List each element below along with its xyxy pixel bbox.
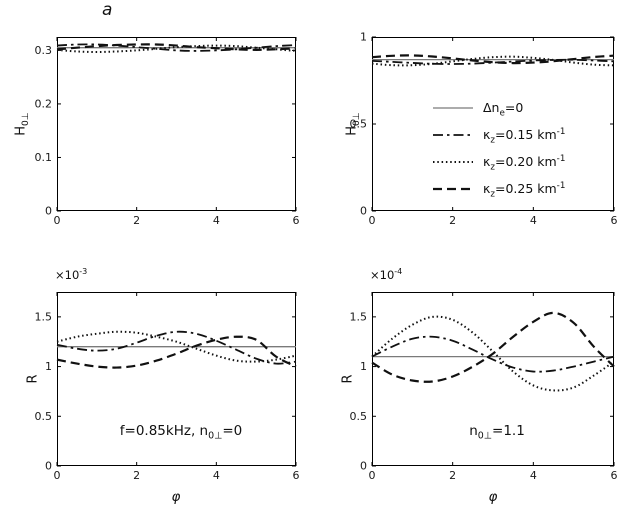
legend-line-sample-solid — [433, 106, 473, 109]
ylabel-r-left: R — [25, 374, 41, 384]
legend-entry: κz=0.20 km-1 — [432, 148, 565, 175]
svg-text:0: 0 — [45, 205, 52, 218]
svg-text:1: 1 — [360, 31, 367, 44]
annotation-f-n0: f=0.85kHz, n0⊥=0 — [119, 423, 243, 442]
subplot-r-right-canvas: 0 2 4 6 0 0.5 1 1.5 — [350, 292, 618, 482]
svg-text:0.3: 0.3 — [35, 44, 53, 57]
legend-entry-label: κz=0.20 km-1 — [483, 153, 566, 173]
subplot-h0-right-canvas: 0 2 4 6 0 0.5 1 — [350, 31, 618, 228]
offset-text-1e-3: ×10-3 — [55, 267, 88, 282]
svg-text:0.5: 0.5 — [350, 118, 368, 131]
legend-entry-label: κz=0.15 km-1 — [483, 126, 566, 146]
svg-text:6: 6 — [293, 214, 300, 227]
ylabel-r-right: R — [340, 374, 356, 384]
xlabel-phi-right: φ — [488, 489, 498, 505]
subplot-h0-left-canvas: 0 2 4 6 0 0.1 0.2 0.3 — [35, 37, 300, 227]
svg-text:0.2: 0.2 — [35, 97, 53, 110]
svg-text:4: 4 — [530, 214, 537, 227]
svg-text:4: 4 — [530, 469, 537, 482]
svg-text:2: 2 — [133, 214, 140, 227]
svg-text:6: 6 — [293, 469, 300, 482]
subplot-r-left-canvas: 0 2 4 6 0 0.5 1 1.5 — [35, 292, 300, 482]
offset-text-1e-4: ×10-4 — [370, 267, 403, 282]
svg-text:2: 2 — [133, 469, 140, 482]
svg-text:0: 0 — [360, 460, 367, 473]
svg-text:1: 1 — [45, 360, 52, 373]
legend-entry: κz=0.15 km-1 — [432, 121, 565, 148]
ylabel-h0-right: H0⊥ — [344, 112, 363, 136]
svg-text:1.5: 1.5 — [350, 310, 368, 323]
legend-line-sample-dashed — [433, 187, 473, 190]
legend-entry: κz=0.25 km-1 — [432, 175, 565, 202]
annotation-n0: n0⊥=1.1 — [469, 423, 525, 442]
svg-text:0: 0 — [54, 214, 61, 227]
svg-text:4: 4 — [213, 214, 220, 227]
figure-label: a — [102, 0, 113, 20]
legend-line-sample-dashdot — [433, 133, 473, 136]
legend-line-sample-dotted — [433, 160, 473, 163]
svg-text:4: 4 — [213, 469, 220, 482]
xlabel-phi-left: φ — [171, 489, 181, 505]
legend-entry-label: κz=0.25 km-1 — [483, 180, 566, 200]
legend-entry-label: Δne=0 — [483, 100, 524, 119]
svg-text:2: 2 — [449, 214, 456, 227]
ylabel-h0-left: H0⊥ — [13, 112, 32, 136]
svg-text:0.5: 0.5 — [350, 410, 368, 423]
svg-text:0: 0 — [45, 460, 52, 473]
svg-text:6: 6 — [611, 214, 618, 227]
svg-text:1.5: 1.5 — [35, 310, 53, 323]
svg-text:0: 0 — [369, 214, 376, 227]
svg-text:0.1: 0.1 — [35, 151, 53, 164]
svg-text:0: 0 — [369, 469, 376, 482]
svg-text:2: 2 — [449, 469, 456, 482]
svg-text:0.5: 0.5 — [35, 410, 53, 423]
svg-text:1: 1 — [360, 360, 367, 373]
legend: Δne=0 κz=0.15 km-1 κz=0.20 km-1 κz=0.25 km-… — [430, 93, 568, 203]
svg-text:0: 0 — [360, 205, 367, 218]
legend-entry: Δne=0 — [432, 94, 565, 121]
svg-text:0: 0 — [54, 469, 61, 482]
svg-text:6: 6 — [611, 469, 618, 482]
